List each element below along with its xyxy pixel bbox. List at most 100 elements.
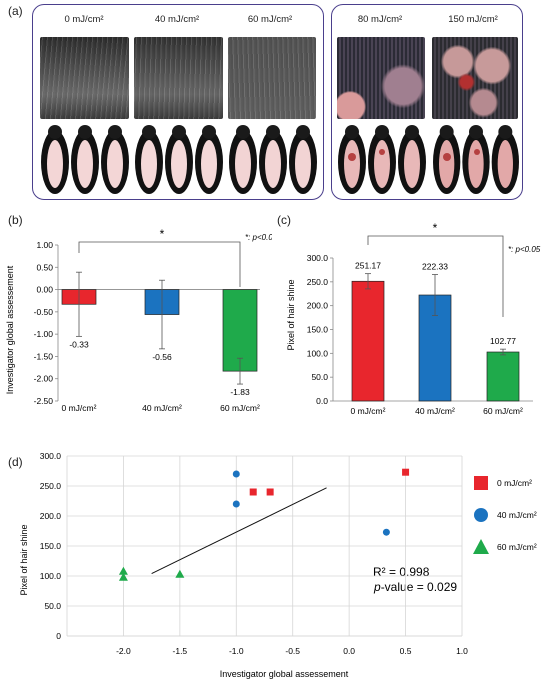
y-tick-label: 250.0 bbox=[307, 277, 329, 287]
mouse-head bbox=[108, 125, 122, 139]
fur-photo-60 bbox=[228, 37, 316, 119]
skin-redness bbox=[443, 153, 451, 161]
mouse-head bbox=[498, 125, 513, 139]
x-category-label: 40 mJ/cm² bbox=[142, 403, 182, 413]
significance-bracket bbox=[367, 235, 504, 317]
mouse-head bbox=[266, 125, 280, 139]
y-tick-label: -2.50 bbox=[34, 396, 54, 406]
x-tick-label: -1.5 bbox=[173, 646, 188, 656]
mouse-shaved-area bbox=[141, 140, 157, 188]
legend-label: 40 mJ/cm² bbox=[497, 510, 537, 520]
legend-marker bbox=[474, 476, 488, 490]
y-tick-label: 100.0 bbox=[307, 348, 329, 358]
scatter-point bbox=[118, 572, 128, 581]
y-tick-label: 0.00 bbox=[36, 285, 53, 295]
dose-label-80: 80 mJ/cm² bbox=[357, 14, 403, 25]
skin-redness bbox=[474, 149, 480, 155]
mouse-shaved-area bbox=[295, 140, 311, 188]
scatter-point bbox=[232, 500, 240, 508]
mouse-head bbox=[48, 125, 62, 139]
y-tick-label: -0.50 bbox=[34, 307, 54, 317]
y-tick-label: 0 bbox=[56, 631, 61, 641]
mouse-shaved-area bbox=[171, 140, 187, 188]
chart-c-significance: * bbox=[433, 221, 438, 235]
scatter-point bbox=[402, 468, 410, 476]
trendline bbox=[151, 487, 327, 575]
pvalue-rest: -value = 0.029 bbox=[381, 580, 458, 594]
chart-iga-bars: Investigator global assessement * *: p<0… bbox=[5, 227, 272, 413]
x-category-label: 40 mJ/cm² bbox=[415, 406, 455, 416]
mouse-shaved-area bbox=[235, 140, 251, 188]
fur-photo-80 bbox=[337, 37, 425, 119]
y-tick-label: 150.0 bbox=[40, 541, 62, 551]
chart-d-pvalue: p-value = 0.029 bbox=[373, 580, 457, 594]
mouse-shaved-area bbox=[468, 140, 484, 188]
mouse-head bbox=[78, 125, 92, 139]
dose-label-40: 40 mJ/cm² bbox=[154, 14, 200, 25]
bar bbox=[486, 351, 520, 402]
mouse-shaved-area bbox=[107, 140, 123, 188]
dose-label-0: 0 mJ/cm² bbox=[64, 14, 104, 25]
chart-b-pnote: *: p<0.05 bbox=[245, 233, 272, 242]
dose-label-150: 150 mJ/cm² bbox=[448, 14, 498, 25]
x-tick-label: 1.0 bbox=[456, 646, 468, 656]
x-tick-label: -1.0 bbox=[229, 646, 244, 656]
mouse-head bbox=[469, 125, 483, 139]
mouse-head bbox=[439, 125, 454, 139]
scatter-point bbox=[232, 470, 240, 478]
mouse-head bbox=[345, 125, 359, 139]
x-tick-label: 0.0 bbox=[343, 646, 355, 656]
y-tick-label: 200.0 bbox=[307, 301, 329, 311]
pvalue-p: p bbox=[373, 580, 381, 594]
mouse-shaved-area bbox=[47, 140, 63, 188]
y-tick-label: 200.0 bbox=[40, 511, 62, 521]
mouse-shaved-area bbox=[344, 140, 360, 188]
legend-marker bbox=[473, 539, 489, 554]
mouse-head bbox=[296, 125, 310, 139]
mouse-head bbox=[405, 125, 419, 139]
scatter-point bbox=[382, 528, 390, 536]
bar-value-label: 251.17 bbox=[355, 261, 381, 271]
fur-photo-40 bbox=[134, 37, 223, 119]
mouse-head bbox=[202, 125, 216, 139]
fur-photo-0 bbox=[40, 37, 129, 119]
bar-value-label: -0.33 bbox=[69, 339, 89, 349]
bar-value-label: 102.77 bbox=[490, 336, 516, 346]
mice-photos bbox=[41, 125, 519, 194]
bar bbox=[351, 280, 385, 402]
mouse-shaved-area bbox=[497, 140, 513, 188]
y-tick-label: 100.0 bbox=[40, 571, 62, 581]
bar-value-label: -1.83 bbox=[230, 387, 250, 397]
skin-redness bbox=[379, 149, 385, 155]
y-tick-label: -1.50 bbox=[34, 351, 54, 361]
y-tick-label: 50.0 bbox=[311, 372, 328, 382]
mouse-shaved-area bbox=[374, 140, 390, 188]
x-tick-label: -2.0 bbox=[116, 646, 131, 656]
significance-bracket bbox=[78, 241, 241, 287]
chart-d-ylabel: Pixel of hair shine bbox=[19, 524, 29, 595]
y-tick-label: 300.0 bbox=[40, 451, 62, 461]
bar-value-label: -0.56 bbox=[152, 352, 172, 362]
panel-d-label: (d) bbox=[8, 455, 23, 469]
fur-photo-150 bbox=[432, 37, 518, 119]
mouse-head bbox=[172, 125, 186, 139]
scatter-point bbox=[249, 488, 257, 496]
x-category-label: 60 mJ/cm² bbox=[220, 403, 260, 413]
chart-d-r2: R² = 0.998 bbox=[373, 565, 430, 579]
dose-label-60: 60 mJ/cm² bbox=[247, 14, 293, 25]
skin-redness bbox=[348, 153, 356, 161]
panel-b-label: (b) bbox=[8, 213, 23, 227]
y-tick-label: 150.0 bbox=[307, 325, 329, 335]
mouse-head bbox=[236, 125, 250, 139]
chart-c-ylabel: Pixel of hair shine bbox=[286, 279, 296, 350]
chart-b-significance: * bbox=[160, 227, 165, 241]
x-tick-label: -0.5 bbox=[285, 646, 300, 656]
y-tick-label: 0.50 bbox=[36, 262, 53, 272]
chart-b-ylabel: Investigator global assessement bbox=[5, 265, 15, 394]
scatter-point bbox=[175, 569, 185, 578]
x-tick-label: 0.5 bbox=[400, 646, 412, 656]
y-tick-label: 250.0 bbox=[40, 481, 62, 491]
y-tick-label: -2.00 bbox=[34, 374, 54, 384]
y-tick-label: 300.0 bbox=[307, 253, 329, 263]
mouse-shaved-area bbox=[439, 140, 455, 188]
